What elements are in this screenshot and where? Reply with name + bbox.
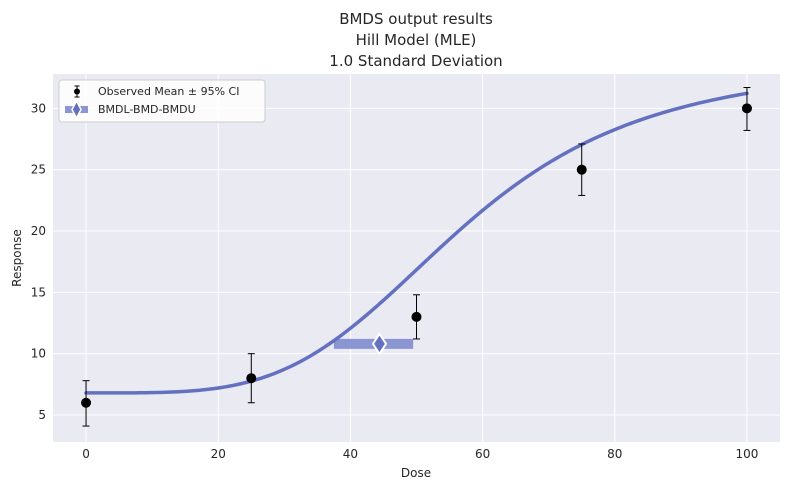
observed-mean-point [246, 373, 257, 384]
chart-title: BMDS output results Hill Model (MLE) 1.0… [329, 10, 502, 70]
legend-entry-observed: Observed Mean ± 95% CI [74, 85, 239, 98]
y-axis-ticks: 5 10 15 20 25 30 [31, 101, 46, 422]
legend-label-observed: Observed Mean ± 95% CI [98, 85, 239, 98]
x-tick-label: 60 [475, 447, 490, 461]
chart-title-line-1: BMDS output results [339, 10, 493, 28]
y-tick-label: 10 [31, 347, 46, 361]
x-tick-label: 80 [607, 447, 622, 461]
y-tick-label: 5 [38, 408, 46, 422]
x-tick-label: 40 [343, 447, 358, 461]
chart-title-line-2: Hill Model (MLE) [356, 31, 477, 49]
x-axis-label: Dose [401, 466, 431, 480]
legend-diamond-icon [71, 99, 82, 120]
observed-mean-point [741, 103, 752, 114]
y-tick-label: 30 [31, 101, 46, 115]
legend-box [58, 79, 266, 123]
x-axis-ticks: 0 20 40 60 80 100 [82, 447, 758, 461]
x-tick-label: 100 [736, 447, 759, 461]
chart-marks [81, 86, 752, 427]
observed-mean-point [81, 397, 92, 408]
legend: Observed Mean ± 95% CI BMDL-BMD-BMDU [58, 79, 266, 123]
plot-area [53, 74, 780, 442]
y-tick-label: 20 [31, 224, 46, 238]
legend-marker-dot-icon [74, 88, 80, 95]
bmd-diamond-marker [371, 332, 388, 356]
y-tick-label: 25 [31, 163, 46, 177]
x-tick-label: 20 [211, 447, 226, 461]
y-axis-label: Response [10, 229, 24, 287]
observed-mean-point [411, 311, 422, 322]
chart-title-line-3: 1.0 Standard Deviation [329, 52, 502, 70]
x-tick-label: 0 [82, 447, 90, 461]
hill-model-curve [84, 91, 749, 395]
legend-entry-bmd: BMDL-BMD-BMDU [65, 99, 196, 120]
legend-label-bmd: BMDL-BMD-BMDU [98, 103, 196, 116]
y-tick-label: 15 [31, 285, 46, 299]
observed-mean-point [576, 164, 587, 175]
